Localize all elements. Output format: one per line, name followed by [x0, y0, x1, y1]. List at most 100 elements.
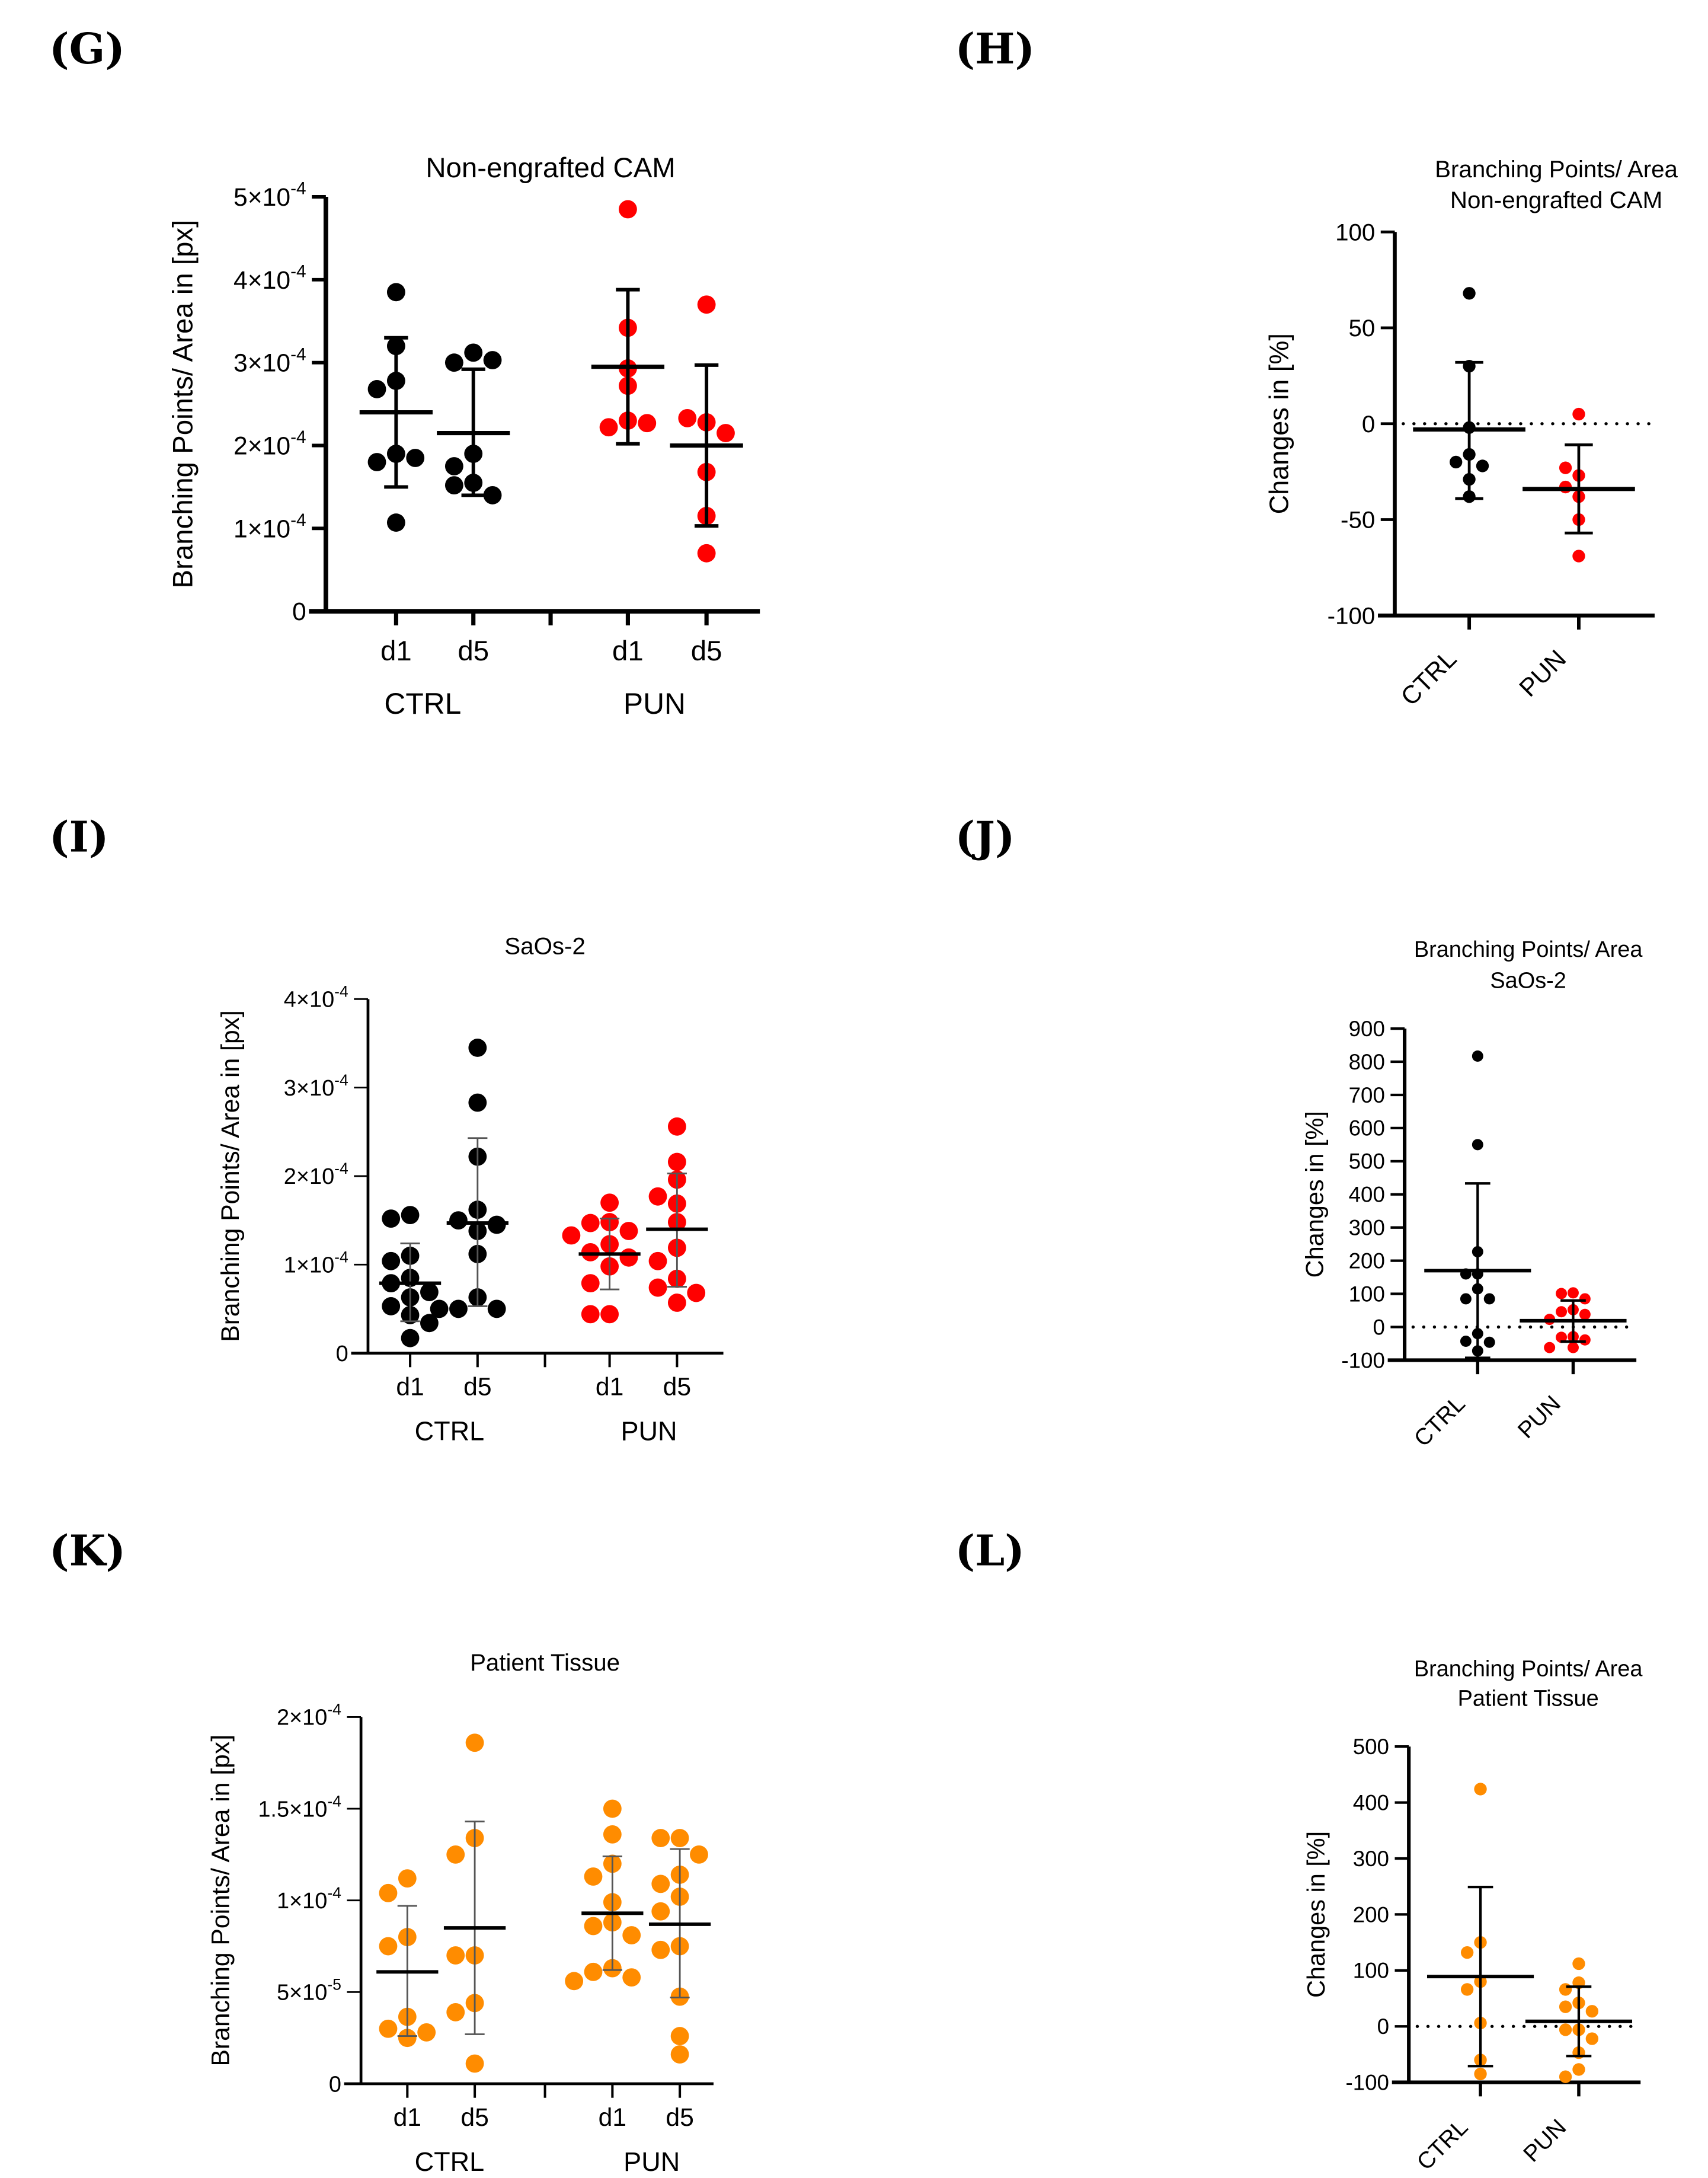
data-point: [1579, 1334, 1591, 1346]
group-pun: PUN: [1519, 1957, 1633, 2167]
data-point: [1572, 550, 1585, 563]
data-point: [584, 1867, 603, 1886]
y-axis-label: Changes in [%]: [1301, 1111, 1329, 1278]
data-point: [1450, 455, 1463, 469]
data-point: [622, 1926, 641, 1944]
chart-title: Non-engrafted CAM: [426, 152, 675, 184]
y-axis-label: Changes in [%]: [1302, 1831, 1330, 1998]
y-axis-label: Branching Points/ Area in [px]: [206, 1735, 235, 2067]
group-pun: PUN: [1514, 407, 1635, 702]
data-point: [379, 1937, 398, 1956]
y-tick-label: 100: [1353, 1959, 1389, 1983]
data-point: [638, 414, 657, 433]
y-tick-label-base: 700: [1349, 1083, 1385, 1107]
y-tick-label: 100: [1335, 219, 1375, 245]
y-tick-label-base: 0: [336, 1342, 348, 1366]
x-category-label: PUN: [623, 687, 686, 720]
data-point: [1556, 1331, 1568, 1343]
data-point: [697, 544, 716, 563]
group-ctrl-d1: d1: [359, 283, 433, 667]
y-tick-label: 1×10-4: [234, 510, 306, 543]
data-point: [1544, 1342, 1556, 1353]
data-point: [367, 380, 386, 398]
y-tick-label: 2×10-4: [284, 1160, 348, 1189]
y-tick-label-exponent: -4: [334, 1248, 348, 1266]
x-tick-label: d5: [460, 2103, 488, 2132]
data-point: [667, 1152, 686, 1171]
y-tick-label-base: 1×10: [277, 1889, 327, 1914]
y-tick-label-base: 0: [1373, 1315, 1384, 1339]
data-point: [697, 295, 716, 314]
y-tick-label-exponent: -4: [327, 1701, 341, 1719]
data-point: [651, 1902, 670, 1921]
data-point: [1460, 1946, 1474, 1959]
data-point: [581, 1274, 600, 1293]
y-tick-label: 200: [1353, 1902, 1389, 1927]
y-tick-label-base: -50: [1341, 507, 1375, 534]
chart-title: Branching Points/ Area: [1435, 156, 1678, 183]
data-point: [565, 1972, 584, 1991]
chart-title: Branching Points/ Area: [1414, 937, 1643, 962]
y-tick-label: 300: [1353, 1847, 1389, 1871]
x-tick-label: d5: [666, 2103, 693, 2132]
y-tick-label-base: 1.5×10: [258, 1797, 327, 1822]
x-category-label: CTRL: [384, 687, 461, 720]
data-point: [648, 1187, 667, 1206]
y-tick-label: 200: [1349, 1248, 1385, 1273]
data-point: [581, 1305, 600, 1324]
data-point: [382, 1209, 401, 1228]
data-point: [444, 457, 463, 475]
y-tick-label: 400: [1349, 1183, 1385, 1207]
y-tick-label: 2×10-4: [277, 1701, 341, 1730]
data-point: [420, 1314, 439, 1333]
x-category-label: PUN: [620, 1416, 677, 1446]
x-tick-label: d1: [380, 635, 412, 667]
panel-label-k: (K): [49, 1525, 126, 1575]
data-point: [1474, 1783, 1487, 1796]
group-ctrl-d1: d1: [376, 1869, 439, 2132]
data-point: [584, 1962, 603, 1981]
data-point: [444, 353, 463, 372]
y-tick-label-exponent: -4: [290, 262, 306, 282]
y-tick-label: 100: [1349, 1282, 1385, 1306]
y-tick-label: 1×10-4: [284, 1248, 348, 1278]
y-tick-label-base: 4×10: [284, 988, 334, 1013]
x-tick-label: d1: [394, 2103, 421, 2132]
y-tick-label: 0: [329, 2072, 341, 2097]
data-point: [619, 1248, 638, 1267]
y-tick-label-exponent: -4: [334, 983, 348, 1001]
y-tick-label-base: 2×10: [277, 1706, 327, 1730]
data-point: [465, 1733, 484, 1752]
y-tick-label: 3×10-4: [284, 1071, 348, 1101]
data-point: [449, 1211, 468, 1230]
data-point: [1559, 461, 1572, 474]
y-tick-label-base: 0: [1362, 411, 1375, 437]
group-pun-d1: d1: [591, 200, 665, 667]
y-tick-label-exponent: -4: [334, 1071, 348, 1089]
data-point: [717, 424, 735, 442]
x-tick-label: d5: [691, 635, 722, 667]
data-point: [483, 351, 502, 369]
chart-h: Branching Points/ Area Non-engrafted CAM C…: [1264, 156, 1678, 711]
y-tick-label: -100: [1328, 602, 1376, 629]
data-point: [449, 1299, 468, 1318]
x-category-label: PUN: [1514, 644, 1572, 702]
y-tick-label: 3×10-4: [234, 344, 306, 377]
y-tick-label-base: 200: [1349, 1248, 1385, 1273]
y-tick-label-base: 500: [1353, 1735, 1389, 1759]
chart-title: SaOs-2: [1490, 968, 1566, 993]
data-point: [1556, 1306, 1568, 1318]
data-point: [382, 1297, 401, 1315]
group-pun-d5: d5: [648, 1829, 711, 2132]
group-pun-d5: d5: [670, 295, 743, 667]
data-point: [367, 453, 386, 471]
data-point: [1556, 1288, 1568, 1299]
data-point: [417, 2023, 436, 2042]
data-point: [464, 343, 483, 362]
data-point: [406, 449, 425, 467]
data-point: [581, 1213, 600, 1232]
y-tick-label-exponent: -4: [334, 1160, 348, 1177]
x-category-label: PUN: [1519, 2115, 1572, 2167]
y-tick-label: 300: [1349, 1216, 1385, 1240]
y-tick-label: -100: [1341, 1348, 1384, 1372]
